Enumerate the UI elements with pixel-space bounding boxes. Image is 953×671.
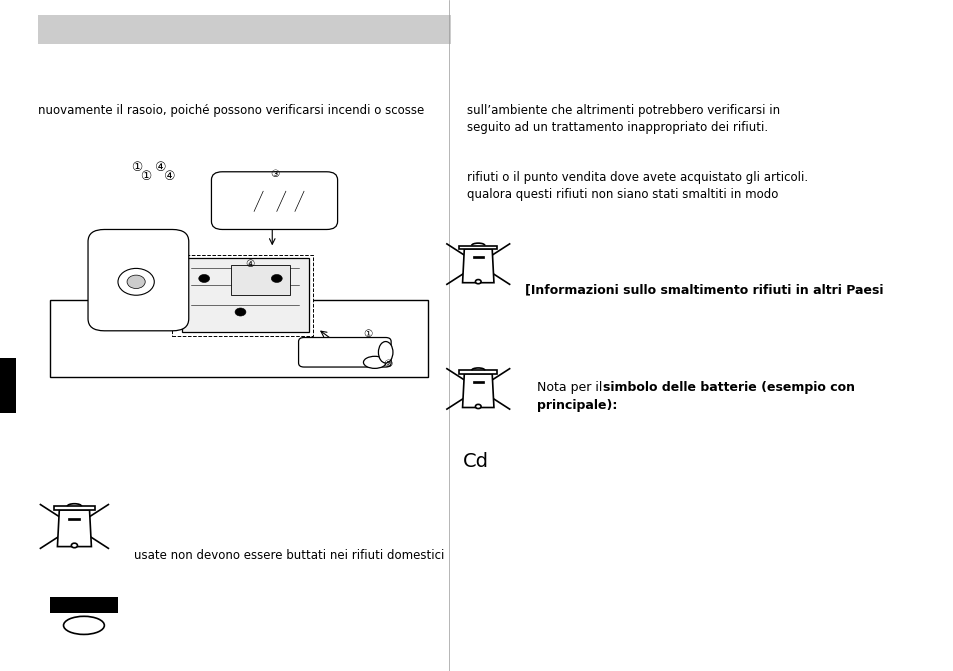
Text: usate non devono essere buttati nei rifiuti domestici: usate non devono essere buttati nei rifi… bbox=[134, 549, 444, 562]
Text: ④: ④ bbox=[245, 259, 253, 268]
Text: simbolo delle batterie (esempio con: simbolo delle batterie (esempio con bbox=[603, 381, 855, 394]
Ellipse shape bbox=[378, 342, 393, 363]
FancyBboxPatch shape bbox=[212, 172, 337, 229]
Text: Cd: Cd bbox=[462, 452, 488, 471]
Polygon shape bbox=[462, 374, 494, 407]
Text: ①   ④: ① ④ bbox=[140, 170, 175, 183]
Polygon shape bbox=[462, 249, 494, 282]
Circle shape bbox=[234, 308, 246, 316]
Bar bbox=[50, 597, 118, 613]
Text: principale):: principale): bbox=[537, 399, 617, 412]
Ellipse shape bbox=[363, 356, 386, 368]
Bar bbox=[69, 517, 80, 520]
Bar bbox=[473, 380, 483, 383]
Bar bbox=[473, 256, 483, 258]
Text: qualora questi rifiuti non siano stati smaltiti in modo: qualora questi rifiuti non siano stati s… bbox=[467, 188, 778, 201]
Text: sull’ambiente che altrimenti potrebbero verificarsi in: sull’ambiente che altrimenti potrebbero … bbox=[467, 104, 780, 117]
Polygon shape bbox=[57, 510, 91, 547]
Circle shape bbox=[127, 275, 145, 289]
Circle shape bbox=[118, 268, 154, 295]
Ellipse shape bbox=[64, 616, 104, 635]
Circle shape bbox=[271, 274, 282, 282]
Bar bbox=[458, 246, 497, 249]
Bar bbox=[53, 507, 95, 510]
Text: seguito ad un trattamento inappropriato dei rifiuti.: seguito ad un trattamento inappropriato … bbox=[467, 121, 768, 134]
Bar bbox=[172, 255, 313, 336]
Polygon shape bbox=[181, 258, 308, 332]
Text: ③: ③ bbox=[270, 170, 279, 179]
Bar bbox=[50, 300, 428, 377]
Polygon shape bbox=[232, 265, 290, 295]
Text: nuovamente il rasoio, poiché possono verificarsi incendi o scosse: nuovamente il rasoio, poiché possono ver… bbox=[38, 104, 424, 117]
Text: [Informazioni sullo smaltimento rifiuti in altri Paesi: [Informazioni sullo smaltimento rifiuti … bbox=[524, 284, 882, 297]
Text: ②: ② bbox=[382, 360, 392, 369]
Text: Nota per il: Nota per il bbox=[537, 381, 606, 394]
Circle shape bbox=[198, 274, 210, 282]
Bar bbox=[38, 15, 451, 44]
Circle shape bbox=[475, 280, 480, 284]
Bar bbox=[458, 370, 497, 374]
FancyBboxPatch shape bbox=[88, 229, 189, 331]
Circle shape bbox=[475, 405, 480, 409]
Circle shape bbox=[71, 544, 77, 548]
FancyBboxPatch shape bbox=[298, 338, 391, 367]
Text: ①: ① bbox=[362, 329, 372, 339]
Text: rifiuti o il punto vendita dove avete acquistato gli articoli.: rifiuti o il punto vendita dove avete ac… bbox=[467, 171, 807, 184]
Bar bbox=[0, 358, 16, 413]
Text: ①   ④: ① ④ bbox=[132, 161, 166, 174]
